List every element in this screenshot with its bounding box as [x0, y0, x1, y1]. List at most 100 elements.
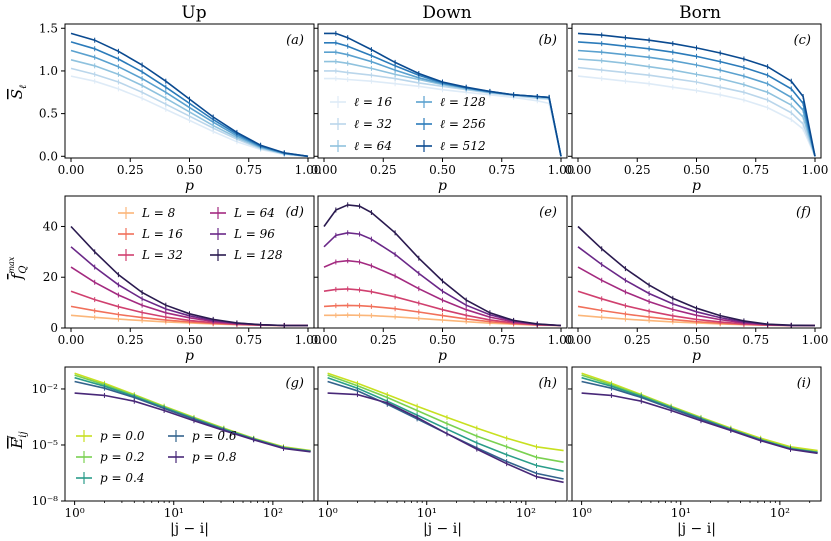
column-title-down: Down — [422, 3, 471, 23]
legend-label: p = 0.8 — [192, 450, 237, 464]
legend-label: ℓ = 32 — [354, 117, 392, 131]
x-tick-label: 1.00 — [802, 163, 829, 177]
series-line-p-0-4 — [581, 376, 818, 454]
series-line-p-0-0 — [581, 372, 818, 452]
legend-label: ℓ = 512 — [440, 139, 486, 153]
x-axis-label: p — [438, 178, 447, 194]
x-tick-label: 0.00 — [565, 163, 592, 177]
series-line-p-0-2 — [581, 374, 818, 453]
panel-label: (b) — [539, 33, 557, 48]
legend-label: p = 0.0 — [100, 429, 145, 443]
panel-label: (e) — [539, 205, 557, 220]
y-tick-label: 0 — [50, 321, 58, 335]
series-line-p-0-2 — [327, 374, 564, 463]
series-line--64 — [577, 58, 816, 157]
x-tick-label: 10¹ — [164, 506, 184, 520]
y-tick-label: 40 — [43, 219, 58, 233]
series-line-p-0-0 — [327, 372, 564, 452]
panel-label: (f) — [796, 205, 811, 220]
x-tick-label: 0.50 — [176, 333, 203, 347]
column-title-up: Up — [181, 3, 206, 23]
x-tick-label: 0.00 — [58, 163, 85, 177]
x-tick-label: 10⁰ — [318, 506, 338, 520]
panel-label: (a) — [286, 33, 304, 48]
series-line--16 — [577, 75, 816, 157]
series-line--256 — [577, 41, 816, 157]
legend-label: L = 128 — [233, 248, 283, 262]
x-tick-label: 1.00 — [295, 333, 322, 347]
y-tick-label: 10⁻⁸ — [32, 494, 59, 508]
x-tick-label: 0.25 — [117, 163, 144, 177]
series-line--512 — [70, 32, 309, 158]
legend-label: ℓ = 256 — [440, 117, 486, 131]
svg-text:Sℓ: Sℓ — [8, 85, 29, 99]
x-tick-label: 10² — [770, 506, 790, 520]
legend-label: L = 64 — [233, 206, 275, 220]
x-axis-label: p — [692, 178, 701, 194]
axes-frame — [317, 366, 568, 502]
x-tick-label: 10¹ — [671, 506, 691, 520]
y-tick-label: 0.5 — [39, 107, 58, 121]
x-tick-label: 0.75 — [235, 163, 262, 177]
x-tick-label: 0.75 — [742, 163, 769, 177]
legend: L = 8 L = 16 L = 32 L = 64 L = 96 L = 128 — [118, 206, 283, 262]
x-tick-label: 0.00 — [565, 333, 592, 347]
x-tick-label: 0.75 — [488, 333, 515, 347]
svg-text:fQmax: fQmax — [7, 256, 29, 280]
x-tick-label: 10² — [263, 506, 283, 520]
series-line-p-0-8 — [327, 392, 564, 484]
axes-frame — [64, 195, 315, 329]
x-tick-label: 10² — [516, 506, 536, 520]
x-tick-label: 0.25 — [624, 163, 651, 177]
x-axis-label: p — [185, 348, 194, 364]
axes-frame — [64, 366, 315, 502]
x-tick-label: 0.50 — [683, 163, 710, 177]
x-tick-label: 0.50 — [429, 163, 456, 177]
x-tick-label: 0.50 — [683, 333, 710, 347]
panel-h: 10⁰ 10¹ 10² |j − i| (h) — [314, 366, 568, 537]
x-tick-label: 10⁰ — [65, 506, 85, 520]
x-tick-label: 0.75 — [488, 163, 515, 177]
y-tick-label: 10⁻² — [32, 382, 59, 396]
panel-label: (c) — [794, 33, 811, 48]
legend: p = 0.0 p = 0.2 p = 0.4 p = 0.6 p = 0.8 — [76, 429, 237, 485]
column-title-born: Born — [679, 3, 721, 23]
legend-label: L = 32 — [141, 248, 183, 262]
ylabel-fqmax: fQmax — [7, 256, 29, 280]
x-tick-label: 0.75 — [235, 333, 262, 347]
series-line--128 — [577, 49, 816, 157]
x-tick-label: 1.00 — [802, 333, 829, 347]
panel-d: 0.00 0.25 0.50 0.75 1.00 0 20 40 p (d) L = 8 L = 16… — [43, 195, 322, 364]
series-line--32 — [577, 66, 816, 157]
svg-text:EijJ: EijJ — [7, 431, 29, 449]
x-tick-label: 0.00 — [311, 163, 338, 177]
panel-label: (h) — [538, 376, 557, 391]
panel-a: 0.00 0.25 0.50 0.75 1.00 0.0 0.5 1.0 1.5 p (a) — [39, 21, 321, 194]
legend-label: L = 96 — [233, 227, 275, 241]
panel-c: 0.00 0.25 0.50 0.75 1.00 p (c) — [565, 23, 829, 194]
x-tick-label: 10⁰ — [572, 506, 592, 520]
series-line--512 — [577, 32, 816, 157]
x-tick-label: 0.00 — [311, 333, 338, 347]
panel-f: 0.00 0.25 0.50 0.75 1.00 p (f) — [565, 195, 829, 364]
legend-label: p = 0.2 — [100, 450, 144, 464]
panel-label: (g) — [286, 376, 304, 391]
x-axis-label: p — [692, 348, 701, 364]
ylabel-entropy: Sℓ — [8, 85, 29, 99]
legend-label: ℓ = 64 — [354, 139, 392, 153]
x-tick-label: 0.25 — [624, 333, 651, 347]
x-axis-label: |j − i| — [677, 521, 716, 537]
x-axis-label: p — [438, 348, 447, 364]
x-tick-label: 1.00 — [548, 163, 575, 177]
legend-label: L = 8 — [141, 206, 176, 220]
y-tick-label: 20 — [43, 270, 58, 284]
x-tick-label: 0.25 — [370, 333, 397, 347]
legend-label: L = 16 — [141, 227, 183, 241]
x-tick-label: 0.25 — [117, 333, 144, 347]
series-line-p-0-4 — [327, 376, 564, 472]
legend-label: p = 0.4 — [100, 471, 144, 485]
panel-e: 0.00 0.25 0.50 0.75 1.00 p (e) — [311, 195, 574, 364]
x-tick-label: 0.50 — [429, 333, 456, 347]
